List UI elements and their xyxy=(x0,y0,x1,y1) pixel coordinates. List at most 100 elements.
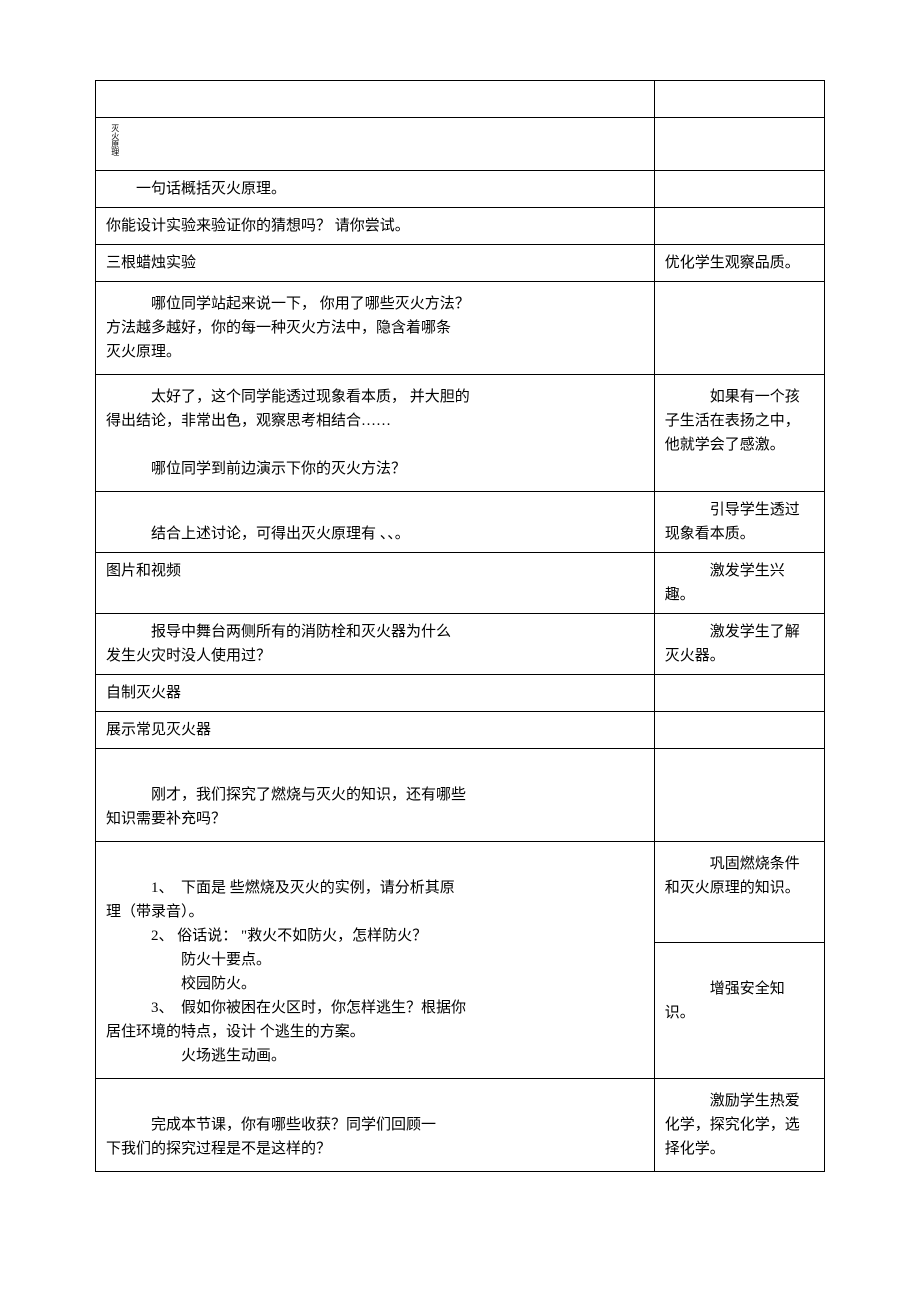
left-cell: 你能设计实验来验证你的猜想吗？ 请你尝试。 xyxy=(96,208,655,245)
text-line: 增强安全知识。 xyxy=(665,977,814,1025)
right-cell: 激发学生了解灭火器。 xyxy=(654,614,824,675)
text-line: 防火十要点。 xyxy=(106,948,644,972)
text-line: 校园防火。 xyxy=(106,972,644,996)
text-line: 哪位同学到前边演示下你的灭火方法？ xyxy=(106,457,644,481)
text-line: 引导学生透过 xyxy=(665,498,814,522)
text-line xyxy=(665,759,814,783)
text-line xyxy=(106,759,644,783)
right-cell xyxy=(654,118,824,171)
table-row: 灭火原理 xyxy=(96,118,825,171)
table-row: 三根蜡烛实验优化学生观察品质。 xyxy=(96,245,825,282)
text-line xyxy=(665,292,814,316)
table-row: 你能设计实验来验证你的猜想吗？ 请你尝试。 xyxy=(96,208,825,245)
left-cell: 刚才，我们探究了燃烧与灭火的知识，还有哪些知识需要补充吗？ xyxy=(96,749,655,842)
text-line: 发生火灾时没人使用过？ xyxy=(106,644,644,668)
text-line xyxy=(665,953,814,977)
text-line: 展示常见灭火器 xyxy=(106,718,644,742)
table-row: 1、 下面是 些燃烧及灭火的实例，请分析其原理（带录音）。 2、 俗话说： "救… xyxy=(96,842,825,943)
text-line: 2、 俗话说： "救火不如防火，怎样防火？ xyxy=(106,924,644,948)
text-line: 刚才，我们探究了燃烧与灭火的知识，还有哪些 xyxy=(106,783,644,807)
text-line: 完成本节课，你有哪些收获？同学们回顾一 xyxy=(106,1113,644,1137)
right-cell xyxy=(654,712,824,749)
text-line: 知识需要补充吗？ xyxy=(106,807,644,831)
table-row: 自制灭火器 xyxy=(96,675,825,712)
left-cell: 太好了，这个同学能透过现象看本质， 并大胆的得出结论，非常出色，观察思考相结合…… xyxy=(96,375,655,492)
text-line: 化学，探究化学，选 xyxy=(665,1113,814,1137)
right-cell xyxy=(654,171,824,208)
text-line xyxy=(106,498,644,522)
text-line: 激励学生热爱 xyxy=(665,1089,814,1113)
text-line xyxy=(106,852,644,876)
left-cell: 报导中舞台两侧所有的消防栓和灭火器为什么发生火灾时没人使用过？ xyxy=(96,614,655,675)
text-line: 现象看本质。 xyxy=(665,522,814,546)
table-row xyxy=(96,81,825,118)
left-cell: 灭火原理 xyxy=(96,118,655,171)
right-cell: 增强安全知识。 xyxy=(654,942,824,1078)
text-line xyxy=(106,1089,644,1113)
right-cell: 如果有一个孩子生活在表扬之中，他就学会了感激。 xyxy=(654,375,824,492)
right-cell: 激励学生热爱化学，探究化学，选择化学。 xyxy=(654,1079,824,1172)
text-line: 灭火原理。 xyxy=(106,340,644,364)
text-line: 如果有一个孩 xyxy=(665,385,814,409)
table-row: 完成本节课，你有哪些收获？同学们回顾一下我们的探究过程是不是这样的？ 激励学生热… xyxy=(96,1079,825,1172)
left-cell: 完成本节课，你有哪些收获？同学们回顾一下我们的探究过程是不是这样的？ xyxy=(96,1079,655,1172)
table-body: 灭火原理 一句话概括灭火原理。 你能设计实验来验证你的猜想吗？ 请你尝试。 三根… xyxy=(96,81,825,1172)
text-line: 和灭火原理的知识。 xyxy=(665,876,814,900)
right-cell: 激发学生兴趣。 xyxy=(654,553,824,614)
text-line: 自制灭火器 xyxy=(106,681,644,705)
right-cell xyxy=(654,675,824,712)
left-cell: 1、 下面是 些燃烧及灭火的实例，请分析其原理（带录音）。 2、 俗话说： "救… xyxy=(96,842,655,1079)
text-line: 一句话概括灭火原理。 xyxy=(106,177,644,201)
table-row: 结合上述讨论，可得出灭火原理有 、、。 引导学生透过现象看本质。 xyxy=(96,492,825,553)
left-cell: 一句话概括灭火原理。 xyxy=(96,171,655,208)
table-row: 展示常见灭火器 xyxy=(96,712,825,749)
text-line xyxy=(665,718,814,742)
text-line: 结合上述讨论，可得出灭火原理有 、、。 xyxy=(106,522,644,546)
text-line: 太好了，这个同学能透过现象看本质， 并大胆的 xyxy=(106,385,644,409)
text-line: 下我们的探究过程是不是这样的？ xyxy=(106,1137,644,1161)
left-cell: 哪位同学站起来说一下， 你用了哪些灭火方法？方法越多越好，你的每一种灭火方法中，… xyxy=(96,282,655,375)
right-cell: 引导学生透过现象看本质。 xyxy=(654,492,824,553)
text-line: 3、 假如你被困在火区时，你怎样逃生？根据你 xyxy=(106,996,644,1020)
text-line: 哪位同学站起来说一下， 你用了哪些灭火方法？ xyxy=(106,292,644,316)
right-cell xyxy=(654,282,824,375)
left-cell: 自制灭火器 xyxy=(96,675,655,712)
text-line xyxy=(665,87,814,111)
left-cell xyxy=(96,81,655,118)
text-line: 激发学生了解 xyxy=(665,620,814,644)
text-line: 优化学生观察品质。 xyxy=(665,251,814,275)
text-line xyxy=(665,177,814,201)
text-line xyxy=(665,124,814,148)
text-line xyxy=(665,214,814,238)
text-line: 图片和视频 xyxy=(106,559,644,583)
text-line: 你能设计实验来验证你的猜想吗？ 请你尝试。 xyxy=(106,214,644,238)
text-line xyxy=(106,433,644,457)
text-line: 理（带录音）。 xyxy=(106,900,644,924)
text-line: 他就学会了感激。 xyxy=(665,433,814,457)
table-row: 报导中舞台两侧所有的消防栓和灭火器为什么发生火灾时没人使用过？ 激发学生了解灭火… xyxy=(96,614,825,675)
right-cell: 优化学生观察品质。 xyxy=(654,245,824,282)
text-line: 巩固燃烧条件 xyxy=(665,852,814,876)
left-cell: 三根蜡烛实验 xyxy=(96,245,655,282)
table-row: 一句话概括灭火原理。 xyxy=(96,171,825,208)
right-cell xyxy=(654,749,824,842)
table-row: 图片和视频 激发学生兴趣。 xyxy=(96,553,825,614)
lesson-plan-table: 灭火原理 一句话概括灭火原理。 你能设计实验来验证你的猜想吗？ 请你尝试。 三根… xyxy=(95,80,825,1172)
text-line: 得出结论，非常出色，观察思考相结合…… xyxy=(106,409,644,433)
right-cell xyxy=(654,208,824,245)
text-line: 火场逃生动画。 xyxy=(106,1044,644,1068)
text-line: 三根蜡烛实验 xyxy=(106,251,644,275)
text-line xyxy=(665,681,814,705)
vertical-label: 灭火原理 xyxy=(106,124,119,156)
text-line: 报导中舞台两侧所有的消防栓和灭火器为什么 xyxy=(106,620,644,644)
table-row: 刚才，我们探究了燃烧与灭火的知识，还有哪些知识需要补充吗？ xyxy=(96,749,825,842)
text-line: 子生活在表扬之中， xyxy=(665,409,814,433)
text-line: 择化学。 xyxy=(665,1137,814,1161)
left-cell: 结合上述讨论，可得出灭火原理有 、、。 xyxy=(96,492,655,553)
text-line: 居住环境的特点，设计 个逃生的方案。 xyxy=(106,1020,644,1044)
text-line: 1、 下面是 些燃烧及灭火的实例，请分析其原 xyxy=(106,876,644,900)
text-line: 激发学生兴趣。 xyxy=(665,559,814,607)
text-line xyxy=(106,87,644,111)
text-line: 灭火器。 xyxy=(665,644,814,668)
left-cell: 图片和视频 xyxy=(96,553,655,614)
